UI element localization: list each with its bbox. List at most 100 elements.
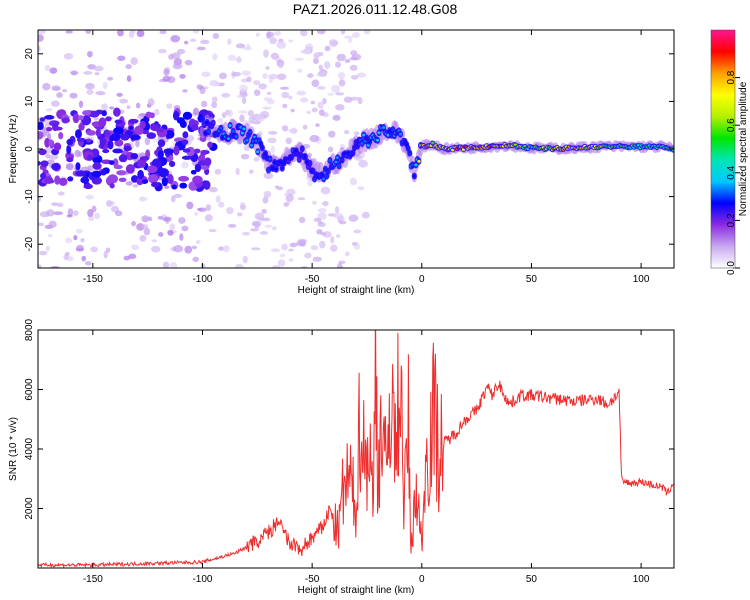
spectrogram-cell	[349, 64, 358, 71]
x-tick-label: -150	[83, 274, 103, 285]
spectrogram-cell	[318, 109, 325, 116]
spectrogram-cell	[128, 125, 134, 131]
spectrogram-cell	[298, 216, 306, 224]
spectrogram-cell	[271, 226, 277, 231]
spectrogram-cell	[208, 186, 218, 193]
spectrogram-cell	[357, 186, 365, 191]
spectrogram-cell	[139, 234, 147, 242]
spectrogram-cell	[190, 169, 197, 175]
spectrogram-cell	[276, 73, 287, 81]
spectrogram-cell	[125, 64, 132, 70]
spectrogram-cell	[75, 228, 83, 234]
spectrogram-cell	[119, 98, 129, 104]
spectrogram-cell	[227, 54, 237, 61]
spectrogram-cell	[311, 79, 320, 88]
spectrogram-cell	[109, 106, 115, 110]
spectrogram-cell	[78, 122, 85, 131]
spectrogram-cell	[212, 53, 218, 61]
spectrogram-cell	[242, 127, 246, 131]
spectrogram-cell	[38, 131, 44, 140]
colorbar-gradient	[711, 30, 735, 268]
spectrogram-cell	[131, 220, 136, 227]
spectrogram-cell	[337, 262, 343, 268]
spectrogram-cell	[130, 57, 138, 66]
spectrogram-cell	[231, 71, 242, 77]
spectrogram-cell	[158, 232, 164, 237]
spectrogram-cell	[324, 45, 331, 52]
y-tick-label: -20	[24, 237, 35, 252]
spectrogram-cell	[90, 246, 99, 253]
spectrogram-cell	[154, 108, 160, 116]
spectrogram-cell	[141, 215, 150, 223]
spectrogram-cell	[146, 165, 158, 174]
spectrogram-cell	[57, 191, 65, 196]
spectrogram-cell	[332, 114, 341, 121]
spectrogram-cell	[38, 222, 45, 227]
spectrogram-cell	[297, 238, 307, 244]
x-tick-label: 0	[419, 574, 425, 585]
spectrogram-cell	[101, 103, 108, 112]
spectrogram-cell	[408, 151, 412, 155]
spectrogram-cell	[262, 196, 269, 204]
spectrogram-cell	[47, 159, 55, 165]
spectrogram-cell	[263, 97, 273, 102]
spectrogram-cell	[221, 92, 231, 98]
spectrogram-cell	[64, 237, 73, 244]
spectrogram-cell	[355, 144, 360, 148]
spectrogram-cell	[63, 254, 69, 261]
spectrogram-cell	[192, 30, 200, 34]
spectrogram-cell	[147, 98, 155, 107]
spectrogram-cell	[350, 75, 359, 80]
spectrogram-cell	[171, 184, 177, 190]
spectrogram-cell	[126, 75, 132, 82]
spectrogram-cell	[95, 109, 104, 115]
spectrogram-cell	[165, 129, 175, 139]
colorbar-tick-label: 0.0	[726, 261, 737, 275]
spectrogram-cell	[306, 110, 312, 115]
spectrogram-cell	[307, 73, 314, 78]
y-tick-label: 20	[24, 48, 35, 60]
spectrogram-cell	[217, 117, 224, 124]
spectrogram-cell	[313, 51, 320, 59]
spectrogram-cell	[309, 134, 320, 143]
spectrogram-cell	[170, 261, 178, 268]
spectrogram-cell	[141, 179, 149, 184]
spectrogram-cell	[238, 110, 248, 114]
spectrogram-cell	[207, 130, 211, 134]
spectrogram-cell	[317, 30, 326, 35]
y-tick-label: -10	[24, 189, 35, 204]
spectrogram-cell	[143, 227, 151, 236]
spectrogram-cell	[263, 172, 274, 180]
spectrogram-cell	[195, 240, 201, 244]
spectrogram-cell	[46, 127, 53, 132]
spectrogram-cell	[297, 197, 306, 201]
spectrogram-cell	[290, 108, 295, 113]
spectrogram-cell	[317, 212, 327, 220]
spectrogram-cell	[203, 180, 211, 190]
spectrogram-cell	[95, 128, 101, 137]
spectrogram-cell	[252, 120, 261, 125]
spectrogram-cell	[235, 167, 240, 176]
x-tick-label: -100	[192, 274, 212, 285]
spectrogram-cell	[335, 92, 345, 96]
spectrogram-cell	[328, 130, 336, 138]
spectrogram-cell	[192, 107, 199, 116]
spectrogram-cell	[205, 204, 212, 212]
spectrogram-cell	[170, 35, 181, 43]
colorbar-ticks: 0.0 0.2 0.4 0.6 0.8	[726, 70, 740, 275]
spectrogram-cell	[181, 225, 189, 232]
spectrogram-cell	[310, 245, 319, 251]
y-tick-label: 0	[24, 146, 35, 152]
spectrogram-cell	[66, 144, 72, 155]
spectrogram-cell	[311, 107, 318, 113]
spectrogram-cell	[214, 168, 222, 175]
spectrogram-cell	[48, 154, 59, 160]
spectrogram-cell	[139, 156, 150, 161]
spectrogram-cell	[245, 138, 249, 142]
spectrogram-cell	[267, 137, 277, 144]
spectrogram-cell	[128, 118, 139, 124]
spectrogram-cell	[349, 56, 359, 61]
spectrogram-cell	[105, 176, 115, 185]
spectrogram-cell	[339, 220, 347, 225]
